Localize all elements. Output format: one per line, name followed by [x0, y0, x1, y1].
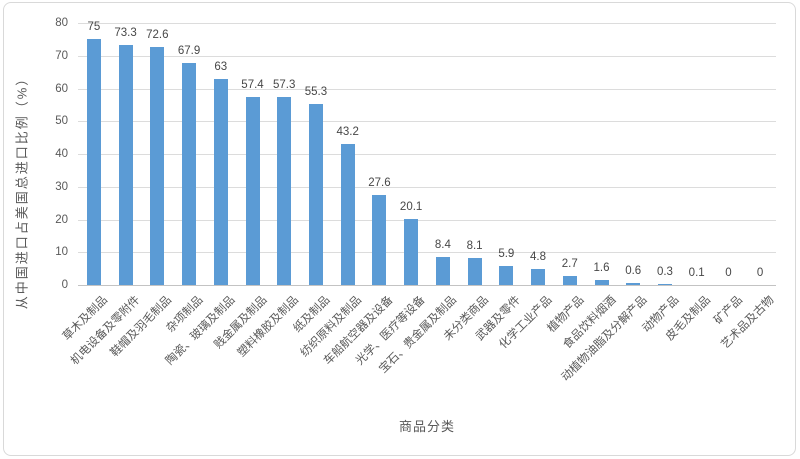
bar-value-label: 0.3	[656, 266, 673, 279]
gridline	[78, 23, 776, 24]
bar	[531, 269, 546, 285]
bar-value-label: 8.1	[466, 240, 483, 253]
bar-value-label: 0	[725, 267, 732, 279]
bar-value-label: 2.7	[561, 258, 578, 271]
bar	[594, 279, 609, 285]
bar	[626, 283, 641, 285]
bar-value-label: 20.1	[399, 201, 423, 214]
bar	[86, 39, 101, 285]
bar	[277, 97, 292, 285]
y-tick-label: 80	[55, 17, 68, 29]
bar	[467, 258, 482, 285]
gridline	[78, 55, 776, 57]
gridline	[78, 88, 776, 90]
bar	[404, 219, 419, 285]
bar	[499, 265, 514, 285]
bar	[213, 78, 228, 285]
gridline	[78, 121, 776, 123]
bar-value-label: 72.6	[146, 29, 169, 42]
gridline	[78, 154, 776, 155]
bar-value-label: 5.9	[498, 247, 515, 260]
bar	[435, 257, 450, 285]
bar-value-label: 0	[756, 267, 764, 279]
bar-value-label: 63	[214, 60, 228, 73]
bar	[118, 44, 133, 285]
bar	[372, 194, 387, 285]
gridline	[78, 219, 776, 221]
bar	[562, 276, 577, 285]
bar-value-label: 73.3	[114, 26, 137, 39]
bar-value-label: 27.6	[368, 176, 391, 189]
bar-value-label: 57.3	[273, 79, 296, 92]
bar	[340, 143, 355, 285]
y-axis-title-text: 从中国进口占美国总进口比例（%）	[14, 70, 30, 310]
bar	[657, 284, 672, 285]
y-tick-label: 20	[55, 213, 68, 226]
x-axis-title: 商品分类	[398, 419, 455, 434]
bar-value-label: 8.4	[434, 239, 451, 252]
bar-value-label: 57.4	[241, 79, 264, 91]
y-tick-label: 70	[55, 49, 68, 62]
bar	[245, 97, 260, 285]
bar-value-label: 55.3	[304, 85, 328, 98]
bar-value-label: 1.6	[593, 261, 610, 274]
bar	[182, 62, 197, 285]
y-tick-label: 50	[55, 115, 68, 128]
bar-value-label: 0.1	[688, 266, 705, 279]
bar-value-label: 67.9	[177, 44, 201, 57]
y-tick-label: 30	[55, 180, 68, 193]
bar-value-label: 4.8	[530, 251, 547, 264]
y-tick-label: 40	[55, 148, 68, 160]
bar-value-label: 0.6	[625, 265, 642, 278]
gridline	[78, 252, 776, 254]
gridline	[78, 186, 776, 188]
y-tick-label: 10	[55, 246, 68, 259]
chart-frame	[3, 2, 796, 456]
y-tick-label: 60	[55, 82, 68, 95]
x-axis-line	[78, 285, 776, 286]
bar-value-label: 75	[87, 21, 101, 34]
bar	[308, 103, 323, 285]
bar	[150, 47, 165, 285]
bar-value-label: 43.2	[336, 125, 359, 138]
y-tick-label: 0	[61, 279, 68, 291]
